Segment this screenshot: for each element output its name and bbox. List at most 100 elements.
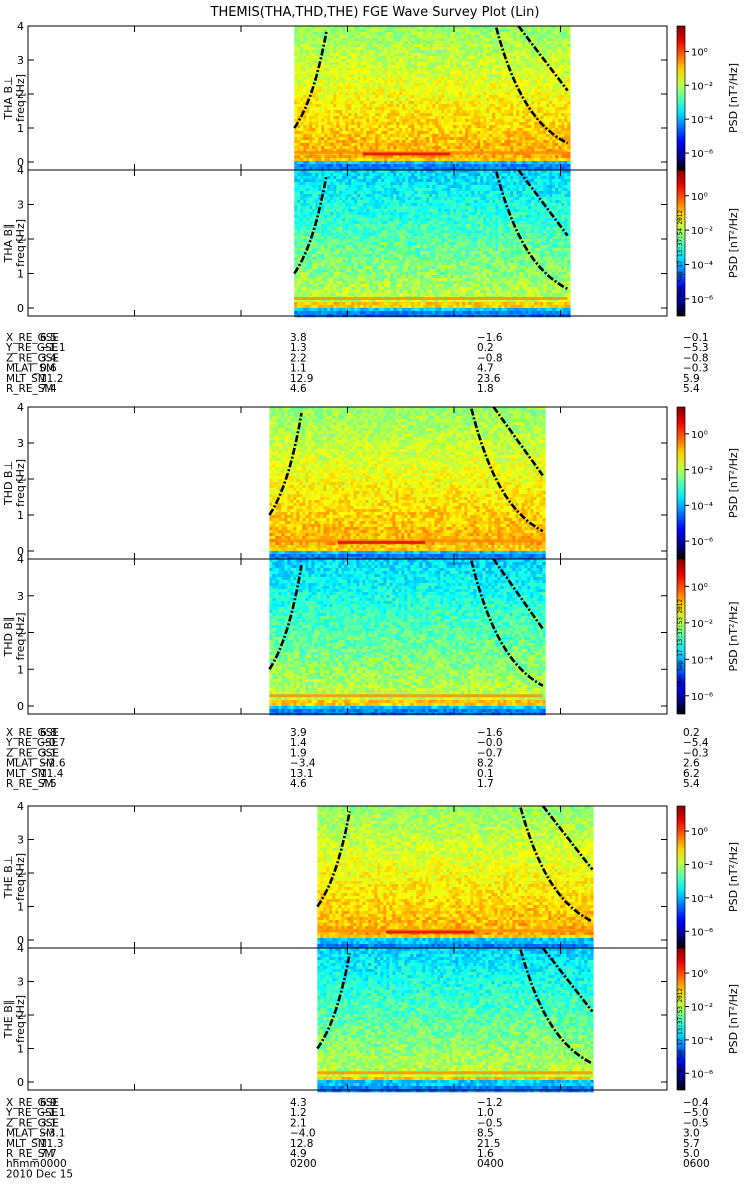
spectrogram-cell <box>486 47 489 50</box>
spectrogram-cell <box>420 77 423 80</box>
spectrogram-cell <box>345 65 348 68</box>
spectrogram-cell <box>330 68 333 71</box>
spectrogram-cell <box>381 74 384 77</box>
spectrogram-cell <box>333 50 336 53</box>
spectrogram-cell <box>492 71 495 74</box>
spectrogram-cell <box>507 29 510 32</box>
spectrogram-cell <box>324 80 327 83</box>
spectrogram-cell <box>399 80 402 83</box>
spectrogram-cell <box>453 53 456 56</box>
spectrogram-cell <box>402 50 405 53</box>
spectrogram-cell <box>441 38 444 41</box>
spectrogram-cell <box>390 56 393 59</box>
spectrogram-cell <box>402 74 405 77</box>
spectrogram-cell <box>384 53 387 56</box>
spectrogram-cell <box>480 41 483 44</box>
spectrogram-cell <box>546 53 549 56</box>
spectrogram-cell <box>519 77 522 80</box>
spectrogram-cell <box>453 44 456 47</box>
spectrogram-cell <box>339 80 342 83</box>
spectrogram-cell <box>435 47 438 50</box>
spectrogram-cell <box>426 44 429 47</box>
spectrogram-cell <box>309 44 312 47</box>
spectrogram-cell <box>327 32 330 35</box>
spectrogram-cell <box>396 80 399 83</box>
spectrogram-cell <box>429 56 432 59</box>
spectrogram-cell <box>477 65 480 68</box>
spectrogram-cell <box>516 74 519 77</box>
spectrogram-cell <box>471 56 474 59</box>
spectrogram-cell <box>555 29 558 32</box>
spectrogram-cell <box>369 71 372 74</box>
spectrogram-cell <box>381 41 384 44</box>
spectrogram-cell <box>525 62 528 65</box>
spectrogram-cell <box>330 74 333 77</box>
spectrogram-cell <box>447 74 450 77</box>
spectrogram-cell <box>306 56 309 59</box>
spectrogram-cell <box>537 71 540 74</box>
spectrogram-cell <box>339 68 342 71</box>
spectrogram-cell <box>333 56 336 59</box>
spectrogram-cell <box>516 44 519 47</box>
spectrogram-cell <box>453 62 456 65</box>
spectrogram-cell <box>561 38 564 41</box>
spectrogram-cell <box>492 74 495 77</box>
spectrogram-cell <box>408 29 411 32</box>
spectrogram-cell <box>510 41 513 44</box>
spectrogram-cell <box>324 62 327 65</box>
spectrogram-cell <box>522 35 525 38</box>
spectrogram-cell <box>501 29 504 32</box>
spectrogram-cell <box>372 74 375 77</box>
spectrogram-cell <box>378 29 381 32</box>
spectrogram-cell <box>555 71 558 74</box>
spectrogram-cell <box>450 53 453 56</box>
spectrogram-cell <box>396 50 399 53</box>
spectrogram-cell <box>438 80 441 83</box>
spectrogram-cell <box>330 44 333 47</box>
spectrogram-cell <box>522 38 525 41</box>
spectrogram-cell <box>306 35 309 38</box>
spectrogram-cell <box>444 74 447 77</box>
spectrogram-cell <box>399 77 402 80</box>
spectrogram-cell <box>471 35 474 38</box>
spectrogram-cell <box>567 62 570 65</box>
spectrogram-cell <box>303 50 306 53</box>
spectrogram-cell <box>480 56 483 59</box>
spectrogram-cell <box>525 53 528 56</box>
spectrogram-cell <box>399 44 402 47</box>
spectrogram-cell <box>351 74 354 77</box>
spectrogram-cell <box>390 50 393 53</box>
spectrogram-cell <box>402 59 405 62</box>
spectrogram-cell <box>333 32 336 35</box>
spectrogram-cell <box>537 56 540 59</box>
spectrogram-cell <box>330 77 333 80</box>
spectrogram-cell <box>315 59 318 62</box>
spectrogram-cell <box>480 53 483 56</box>
spectrogram-cell <box>492 29 495 32</box>
spectrogram-cell <box>393 71 396 74</box>
spectrogram-cell <box>399 59 402 62</box>
spectrogram-cell <box>354 35 357 38</box>
spectrogram-cell <box>441 53 444 56</box>
spectrogram-cell <box>414 47 417 50</box>
spectrogram-cell <box>447 71 450 74</box>
spectrogram-cell <box>561 62 564 65</box>
spectrogram-cell <box>471 68 474 71</box>
spectrogram-cell <box>555 53 558 56</box>
spectrogram-cell <box>375 41 378 44</box>
spectrogram-cell <box>489 32 492 35</box>
spectrogram-cell <box>372 53 375 56</box>
spectrogram-cell <box>312 65 315 68</box>
spectrogram-cell <box>492 68 495 71</box>
spectrogram-cell <box>456 59 459 62</box>
spectrogram-cell <box>294 71 297 74</box>
spectrogram-cell <box>531 50 534 53</box>
spectrogram-cell <box>456 35 459 38</box>
spectrogram-cell <box>456 47 459 50</box>
spectrogram-cell <box>312 44 315 47</box>
spectrogram-cell <box>363 62 366 65</box>
spectrogram-cell <box>327 41 330 44</box>
spectrogram-cell <box>477 77 480 80</box>
spectrogram-cell <box>339 29 342 32</box>
spectrogram-cell <box>336 68 339 71</box>
